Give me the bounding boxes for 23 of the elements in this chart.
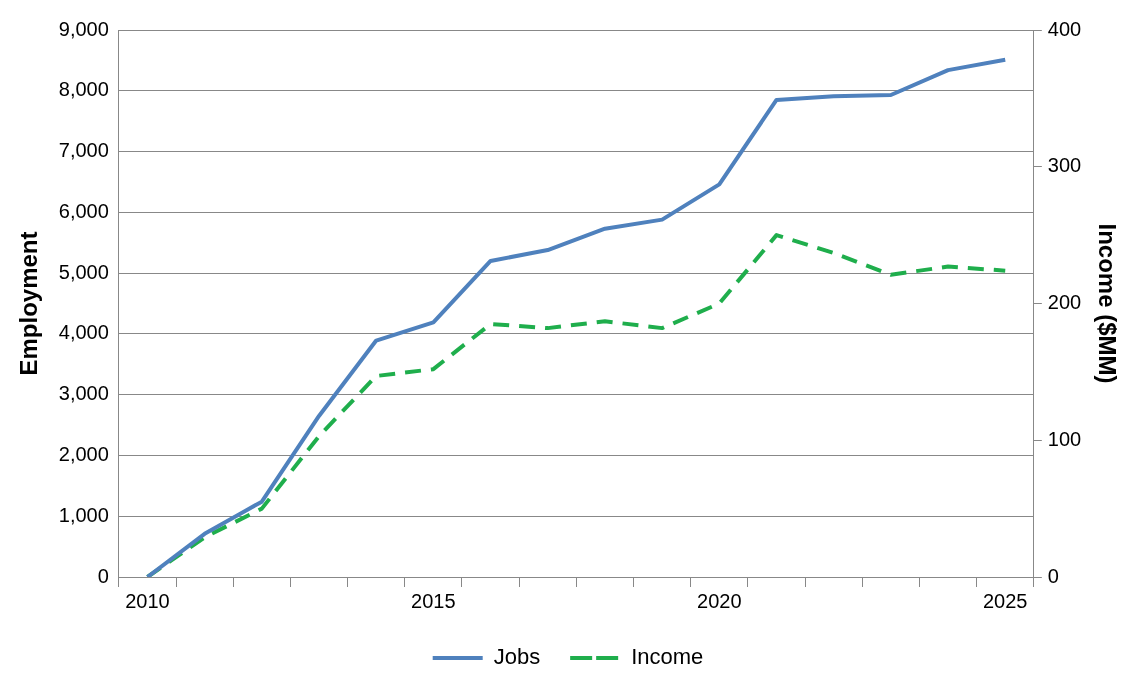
y-tick-label: 3,000 [58, 382, 109, 405]
y2-tick-label: 100 [1047, 427, 1082, 450]
y-tick-label: 8,000 [58, 78, 109, 101]
legend-label: Income [631, 644, 704, 670]
y-tick-label: 4,000 [58, 321, 109, 344]
y-tick-label: 7,000 [58, 139, 109, 162]
x-tick-label: 2020 [697, 589, 742, 612]
y-tick-label: 2,000 [58, 442, 109, 465]
y-tick-label: 1,000 [58, 503, 109, 526]
y2-axis-title: Income ($MM) [1093, 223, 1121, 384]
y2-tick-label: 300 [1047, 154, 1082, 177]
y-tick-label: 5,000 [58, 260, 109, 283]
legend-label: Jobs [493, 644, 541, 670]
y2-tick-label: 400 [1047, 17, 1082, 40]
x-tick-label: 2025 [982, 589, 1028, 612]
y-axis-title: Employment [15, 231, 43, 376]
x-tick-label: 2010 [125, 589, 170, 612]
y-tick-label: 6,000 [58, 199, 109, 222]
x-tick-label: 2015 [411, 589, 456, 612]
y-tick-label: 9,000 [58, 17, 109, 40]
y2-tick-label: 200 [1047, 291, 1082, 314]
y-tick-label: 0 [97, 564, 109, 587]
y2-tick-label: 0 [1047, 564, 1059, 587]
